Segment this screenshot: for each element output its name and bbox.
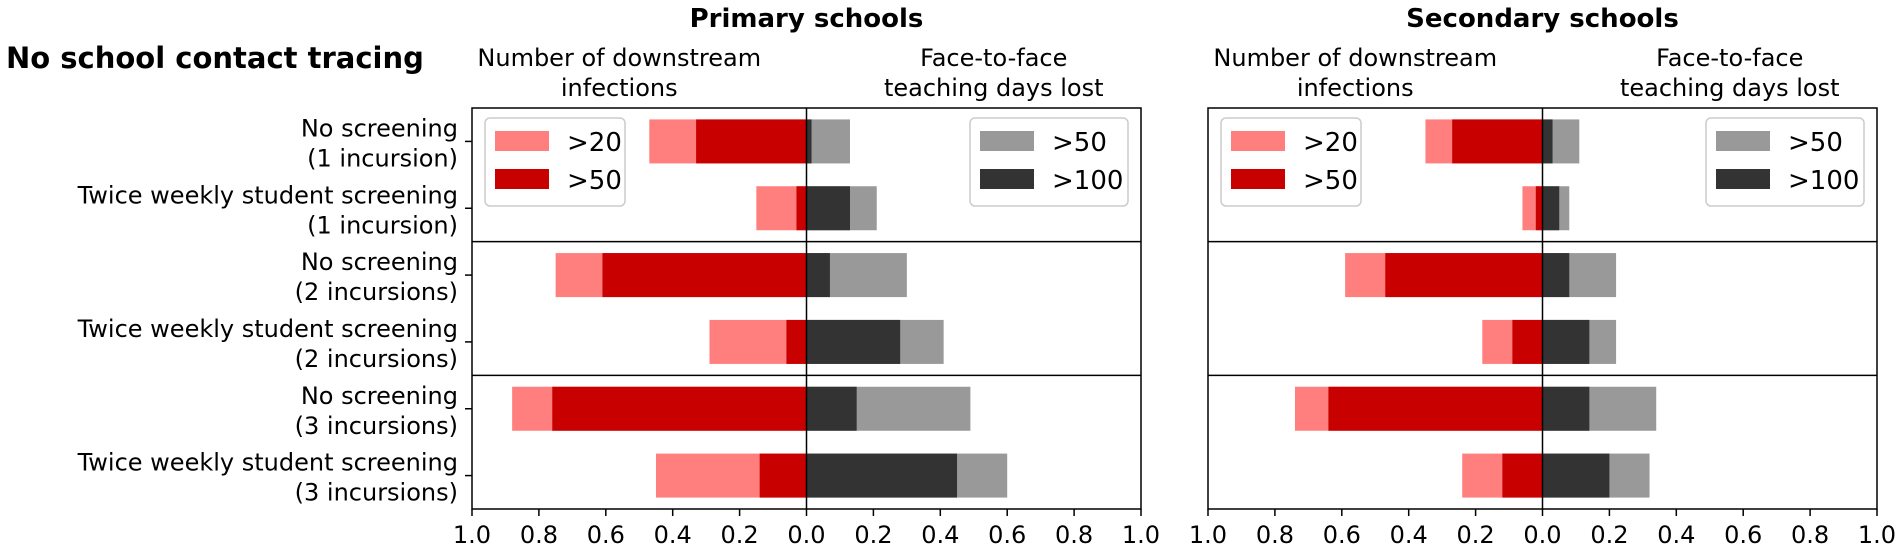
- legend-swatch: [495, 131, 549, 151]
- legend-label: >50: [567, 166, 622, 196]
- infections-axis-label: Number of downstream infections: [477, 44, 761, 102]
- panel-title: Primary schools: [690, 4, 924, 34]
- bar-infections-gt50: [552, 386, 807, 431]
- x-tick-label: 0.8: [520, 521, 558, 548]
- bar-days-gt100: [806, 453, 958, 498]
- days-lost-axis-label: Face-to-face teaching days lost: [1620, 44, 1840, 102]
- bar-days-gt100: [806, 253, 830, 298]
- bar-infections-gt50: [696, 119, 807, 164]
- bar-infections-gt50: [1502, 453, 1543, 498]
- x-tick-label: 0.8: [1256, 521, 1294, 548]
- x-tick-label: 0.8: [1055, 521, 1093, 548]
- legend-label: >100: [1052, 166, 1123, 196]
- bar-infections-gt50: [796, 186, 807, 231]
- legend-label: >20: [567, 128, 622, 158]
- days-lost-axis-label: Face-to-face teaching days lost: [884, 44, 1104, 102]
- x-tick-label: 0.6: [587, 521, 625, 548]
- bar-days-gt100: [1542, 253, 1570, 298]
- legend-label: >100: [1788, 166, 1859, 196]
- legend-swatch: [1231, 131, 1285, 151]
- bar-days-gt100: [1542, 319, 1590, 364]
- x-tick-label: 0.2: [1590, 521, 1628, 548]
- row-label: No screening (3 incursions): [295, 382, 458, 440]
- legend-label: >20: [1303, 128, 1358, 158]
- bar-days-gt100: [1542, 119, 1553, 164]
- legend-swatch: [980, 131, 1034, 151]
- bar-infections-gt50: [1385, 253, 1543, 298]
- x-tick-label: 1.0: [1189, 521, 1227, 548]
- bar-infections-gt50: [759, 453, 807, 498]
- bar-days-gt50: [806, 119, 850, 164]
- legend-label: >50: [1052, 128, 1107, 158]
- x-tick-label: 0.4: [1390, 521, 1428, 548]
- x-tick-label: 0.2: [1457, 521, 1495, 548]
- x-tick-label: 0.0: [787, 521, 825, 548]
- figure-title: No school contact tracing: [6, 41, 424, 75]
- bar-days-gt100: [1542, 186, 1560, 231]
- legend-label: >50: [1788, 128, 1843, 158]
- bar-infections-gt50: [786, 319, 807, 364]
- x-tick-label: 1.0: [453, 521, 491, 548]
- x-tick-label: 1.0: [1858, 521, 1896, 548]
- legend-swatch: [1231, 169, 1285, 189]
- x-tick-label: 0.4: [654, 521, 692, 548]
- bar-infections-gt50: [1535, 186, 1543, 231]
- bar-infections-gt50: [1328, 386, 1543, 431]
- legend-swatch: [1716, 131, 1770, 151]
- row-label: No screening (2 incursions): [295, 248, 458, 306]
- row-label: No screening (1 incursion): [301, 114, 458, 172]
- x-tick-label: 0.6: [1724, 521, 1762, 548]
- x-tick-label: 0.6: [1323, 521, 1361, 548]
- bar-days-gt100: [806, 386, 857, 431]
- x-tick-label: 0.8: [1791, 521, 1829, 548]
- bar-days-gt100: [1542, 453, 1610, 498]
- bar-days-gt100: [1542, 386, 1590, 431]
- legend-swatch: [495, 169, 549, 189]
- x-tick-label: 0.4: [1657, 521, 1695, 548]
- bar-infections-gt50: [602, 253, 807, 298]
- bar-days-gt100: [806, 186, 850, 231]
- bar-days-gt100: [806, 119, 812, 164]
- row-label: Twice weekly student screening (3 incursi…: [77, 449, 458, 507]
- legend-swatch: [1716, 169, 1770, 189]
- legend-swatch: [980, 169, 1034, 189]
- infections-axis-label: Number of downstream infections: [1213, 44, 1497, 102]
- bar-days-gt100: [806, 319, 901, 364]
- x-tick-label: 0.6: [988, 521, 1026, 548]
- x-tick-label: 0.2: [721, 521, 759, 548]
- row-label: Twice weekly student screening (1 incursi…: [77, 181, 458, 239]
- x-tick-label: 0.0: [1523, 521, 1561, 548]
- x-tick-label: 0.4: [921, 521, 959, 548]
- legend-label: >50: [1303, 166, 1358, 196]
- x-tick-label: 0.2: [854, 521, 892, 548]
- row-label: Twice weekly student screening (2 incursi…: [77, 315, 458, 373]
- bar-infections-gt50: [1512, 319, 1543, 364]
- bar-infections-gt50: [1452, 119, 1543, 164]
- x-tick-label: 1.0: [1122, 521, 1160, 548]
- panel-title: Secondary schools: [1406, 4, 1679, 34]
